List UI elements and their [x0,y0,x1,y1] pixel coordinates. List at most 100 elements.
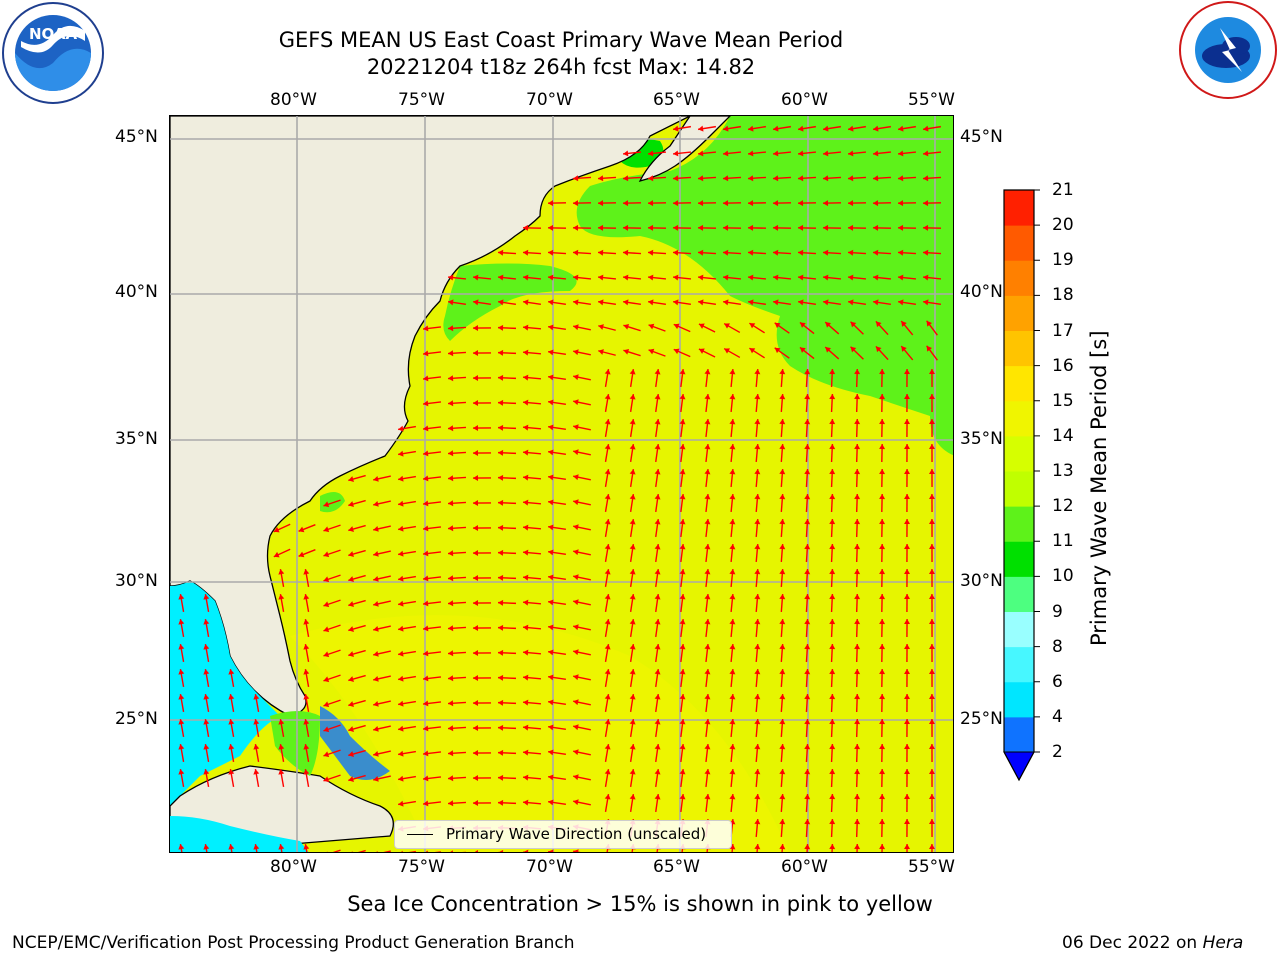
wave-arrow-head [923,200,929,207]
wave-arrow-head [423,750,429,757]
wave-arrow-head [854,519,861,525]
wave-arrow-head [573,599,579,606]
wave-arrow-head [850,321,857,328]
wave-arrow-head [423,675,429,682]
wave-arrow-head [898,224,904,231]
wave-arrow-head [879,844,886,850]
wave-arrow-head [673,249,679,256]
wave-arrow-head [473,425,479,432]
colorbar-segment [1004,576,1034,612]
wave-arrow-head [729,544,736,550]
wave-arrow-head [629,544,636,550]
wave-arrow-head [523,849,529,852]
wave-arrow-head [573,649,579,656]
wave-period-map: Primary Wave Direction (unscaled) [169,115,954,853]
wave-arrow-head [904,644,911,650]
wave-arrow-head [928,394,935,400]
wave-arrow-head [854,494,861,500]
colorbar-segment [1004,365,1034,402]
wave-arrow-head [673,224,679,231]
wave-arrow-head [348,751,354,757]
wave-arrow-head [448,675,454,682]
wave-arrow-head [623,299,629,306]
wave-arrow-head [823,125,829,132]
wave-arrow-head [754,469,761,475]
wave-arrow-head [848,224,854,231]
footer-date: 06 Dec 2022 on Hera [1062,932,1243,954]
colorbar-tick-label: 4 [1052,706,1063,727]
chart-title: GEFS MEAN US East Coast Primary Wave Mea… [278,28,844,52]
wave-arrow-head [873,175,879,182]
wave-arrow-head [704,594,711,600]
wave-arrow-head [729,619,736,625]
wave-arrow-head [654,769,661,775]
wave-arrow-head [648,299,654,306]
wave-arrow-head [904,819,911,825]
wave-arrow-head [854,694,861,700]
wave-arrow-head [629,794,636,800]
wave-arrow-head [448,650,454,657]
wave-arrow-head [523,274,529,281]
wave-arrow-head [523,649,529,656]
wave-arrow-head [804,769,811,775]
wave-arrow-head [829,694,836,700]
wave-arrow-head [648,323,655,330]
wave-arrow-head [823,175,829,182]
wave-arrow-head [648,274,654,281]
wave-arrow-head [904,694,911,700]
colorbar-tick-label: 9 [1052,601,1063,622]
wave-arrow-head [829,444,836,450]
wave-arrow-head [604,794,611,800]
wave-arrow-head [548,200,554,207]
wave-arrow-head [904,594,911,600]
wave-arrow-head [779,794,786,800]
wave-arrow-head [804,694,811,700]
wave-arrow-head [423,350,429,357]
wave-arrow-head [679,369,686,375]
wave-arrow-head [423,500,429,507]
wave-arrow-head [875,346,882,353]
wave-arrow-head [398,650,404,657]
wave-arrow-head [376,850,378,852]
colorbar-tick-label: 11 [1052,531,1074,552]
colorbar-label: Primary Wave Mean Period [s] [1087,330,1111,646]
wave-arrow-head [573,499,579,506]
wave-arrow-head [604,519,611,525]
wave-arrow-head [898,274,904,281]
wave-arrow-head [804,494,811,500]
wave-arrow-head [848,249,854,256]
wave-arrow-head [523,624,529,631]
ocean-period-band [290,615,790,852]
lon-tick-top: 65°W [653,90,700,110]
wave-arrow-head [749,348,756,354]
wave-arrow-head [773,249,779,256]
wave-arrow-head [348,701,354,707]
wave-arrow-head [448,375,454,382]
wave-arrow-head [573,200,579,207]
wave-arrow-head [898,150,904,157]
wave-arrow-head [779,819,786,825]
wave-arrow-head [854,744,861,750]
wave-arrow-head [848,175,854,182]
wave-arrow-head [273,551,280,558]
colorbar-tick-label: 17 [1052,320,1074,341]
wave-arrow-head [928,844,935,850]
wave-arrow-head [729,519,736,525]
wave-arrow-head [323,526,330,533]
wave-arrow-head [754,719,761,725]
wave-arrow-head [178,769,185,775]
wave-arrow-head [548,774,554,781]
wave-arrow-head [848,150,854,157]
wave-arrow-head [523,524,529,531]
wave-arrow-head [804,444,811,450]
wave-arrow-head [804,394,811,400]
wave-arrow-head [398,600,404,607]
wave-arrow-head [804,744,811,750]
wave-arrow-head [326,851,328,852]
wave-arrow-head [573,624,579,631]
lon-tick-bottom: 60°W [781,857,828,877]
wave-arrow-head [253,844,260,850]
wave-arrow-head [773,224,779,231]
wave-arrow-head [804,844,811,850]
wave-arrow-head [548,724,554,731]
